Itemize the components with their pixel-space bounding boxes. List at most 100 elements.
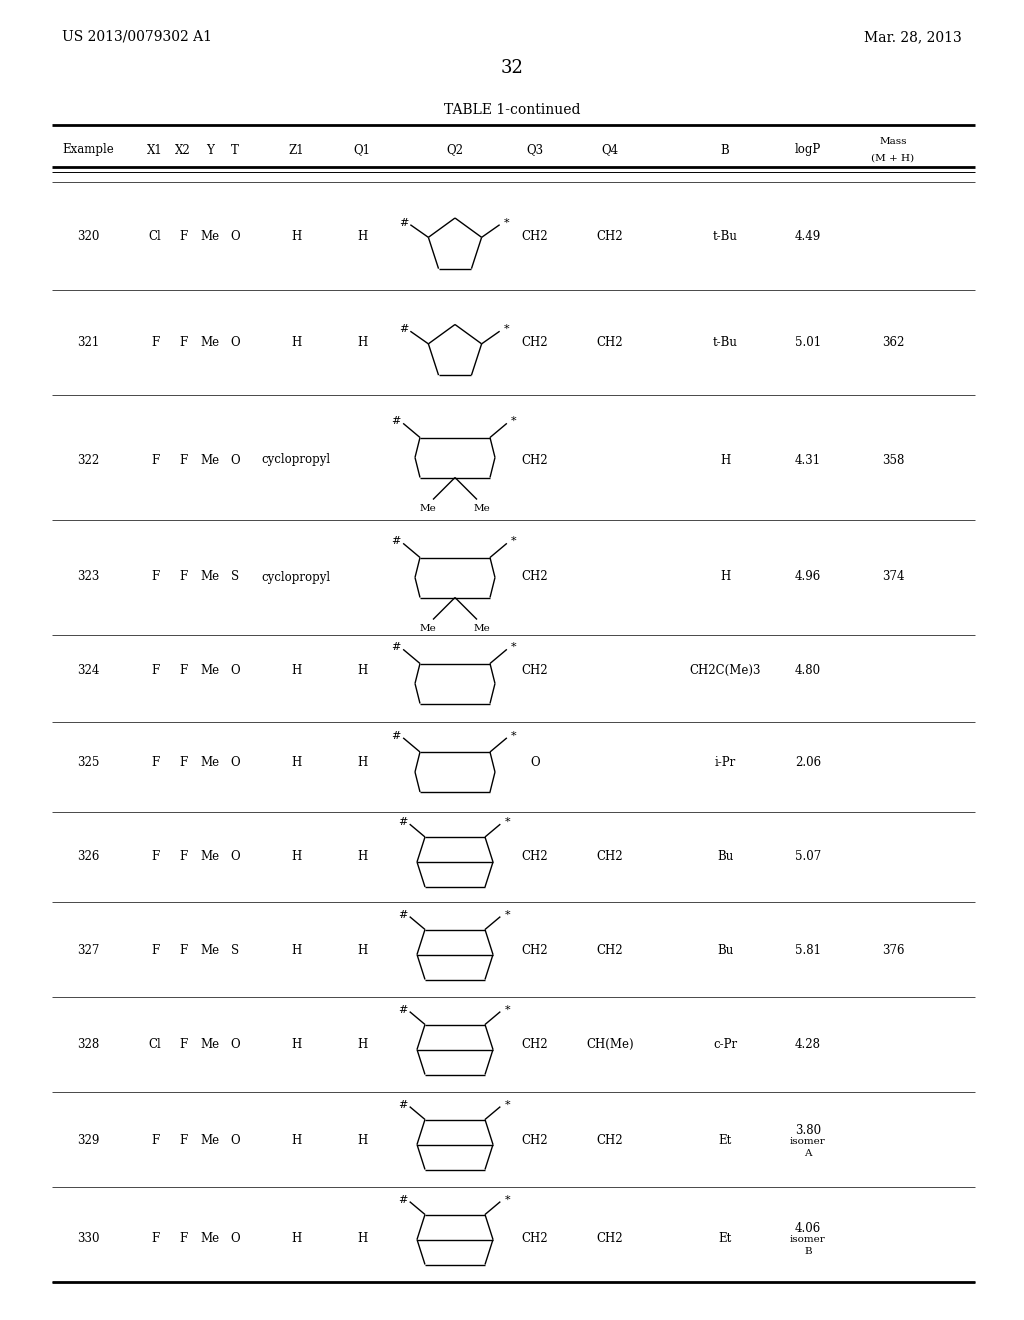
Text: CH2: CH2 <box>521 231 548 243</box>
Text: Example: Example <box>62 144 114 157</box>
Text: H: H <box>291 664 301 676</box>
Text: X1: X1 <box>147 144 163 157</box>
Text: 5.01: 5.01 <box>795 335 821 348</box>
Text: H: H <box>357 1232 368 1245</box>
Text: O: O <box>230 1232 240 1245</box>
Text: B: B <box>721 144 729 157</box>
Text: 320: 320 <box>77 231 99 243</box>
Text: CH2: CH2 <box>521 664 548 676</box>
Text: Me: Me <box>201 1038 219 1051</box>
Text: #: # <box>398 1005 408 1015</box>
Text: T: T <box>231 144 239 157</box>
Text: CH2: CH2 <box>521 1038 548 1051</box>
Text: F: F <box>179 756 187 770</box>
Text: F: F <box>179 1134 187 1147</box>
Text: (M + H): (M + H) <box>871 153 914 162</box>
Text: F: F <box>179 570 187 583</box>
Text: F: F <box>151 945 159 957</box>
Text: 326: 326 <box>77 850 99 862</box>
Text: O: O <box>230 1038 240 1051</box>
Text: *: * <box>505 1005 510 1015</box>
Text: CH2: CH2 <box>521 335 548 348</box>
Text: TABLE 1-continued: TABLE 1-continued <box>443 103 581 117</box>
Text: Et: Et <box>719 1232 731 1245</box>
Text: H: H <box>291 850 301 862</box>
Text: *: * <box>511 536 517 546</box>
Text: F: F <box>151 850 159 862</box>
Text: 358: 358 <box>882 454 904 466</box>
Text: CH2: CH2 <box>521 850 548 862</box>
Text: US 2013/0079302 A1: US 2013/0079302 A1 <box>62 30 212 44</box>
Text: 5.81: 5.81 <box>795 945 821 957</box>
Text: Me: Me <box>201 454 219 466</box>
Text: A: A <box>804 1148 812 1158</box>
Text: Bu: Bu <box>717 945 733 957</box>
Text: 328: 328 <box>77 1038 99 1051</box>
Text: 322: 322 <box>77 454 99 466</box>
Text: Y: Y <box>206 144 214 157</box>
Text: H: H <box>357 850 368 862</box>
Text: Me: Me <box>201 570 219 583</box>
Text: Me: Me <box>201 1232 219 1245</box>
Text: O: O <box>230 850 240 862</box>
Text: F: F <box>179 850 187 862</box>
Text: 376: 376 <box>882 945 904 957</box>
Text: F: F <box>151 454 159 466</box>
Text: F: F <box>179 454 187 466</box>
Text: 374: 374 <box>882 570 904 583</box>
Text: O: O <box>230 231 240 243</box>
Text: Me: Me <box>474 624 490 634</box>
Text: CH2: CH2 <box>521 454 548 466</box>
Text: F: F <box>179 231 187 243</box>
Text: CH2: CH2 <box>521 945 548 957</box>
Text: O: O <box>230 1134 240 1147</box>
Text: 324: 324 <box>77 664 99 676</box>
Text: Me: Me <box>420 624 436 634</box>
Text: #: # <box>391 643 400 652</box>
Text: *: * <box>504 325 510 334</box>
Text: CH2: CH2 <box>597 335 624 348</box>
Text: H: H <box>291 231 301 243</box>
Text: *: * <box>511 731 517 741</box>
Text: #: # <box>398 909 408 920</box>
Text: *: * <box>505 909 510 920</box>
Text: 4.06: 4.06 <box>795 1221 821 1234</box>
Text: logP: logP <box>795 144 821 157</box>
Text: H: H <box>357 335 368 348</box>
Text: CH(Me): CH(Me) <box>586 1038 634 1051</box>
Text: 4.31: 4.31 <box>795 454 821 466</box>
Text: Me: Me <box>474 504 490 513</box>
Text: H: H <box>357 945 368 957</box>
Text: cyclopropyl: cyclopropyl <box>261 454 331 466</box>
Text: Me: Me <box>201 850 219 862</box>
Text: *: * <box>505 817 510 828</box>
Text: H: H <box>291 1232 301 1245</box>
Text: Cl: Cl <box>148 231 162 243</box>
Text: Z1: Z1 <box>288 144 304 157</box>
Text: isomer: isomer <box>791 1138 826 1147</box>
Text: Q3: Q3 <box>526 144 544 157</box>
Text: Me: Me <box>201 756 219 770</box>
Text: H: H <box>357 664 368 676</box>
Text: H: H <box>357 231 368 243</box>
Text: Me: Me <box>201 664 219 676</box>
Text: 2.06: 2.06 <box>795 756 821 770</box>
Text: 3.80: 3.80 <box>795 1123 821 1137</box>
Text: H: H <box>291 945 301 957</box>
Text: F: F <box>179 664 187 676</box>
Text: #: # <box>391 731 400 741</box>
Text: F: F <box>179 945 187 957</box>
Text: H: H <box>291 1134 301 1147</box>
Text: F: F <box>151 756 159 770</box>
Text: Bu: Bu <box>717 850 733 862</box>
Text: H: H <box>357 1038 368 1051</box>
Text: O: O <box>230 756 240 770</box>
Text: CH2: CH2 <box>597 1232 624 1245</box>
Text: t-Bu: t-Bu <box>713 335 737 348</box>
Text: F: F <box>151 664 159 676</box>
Text: *: * <box>505 1100 510 1110</box>
Text: O: O <box>230 454 240 466</box>
Text: *: * <box>511 643 517 652</box>
Text: cyclopropyl: cyclopropyl <box>261 570 331 583</box>
Text: Mar. 28, 2013: Mar. 28, 2013 <box>864 30 962 44</box>
